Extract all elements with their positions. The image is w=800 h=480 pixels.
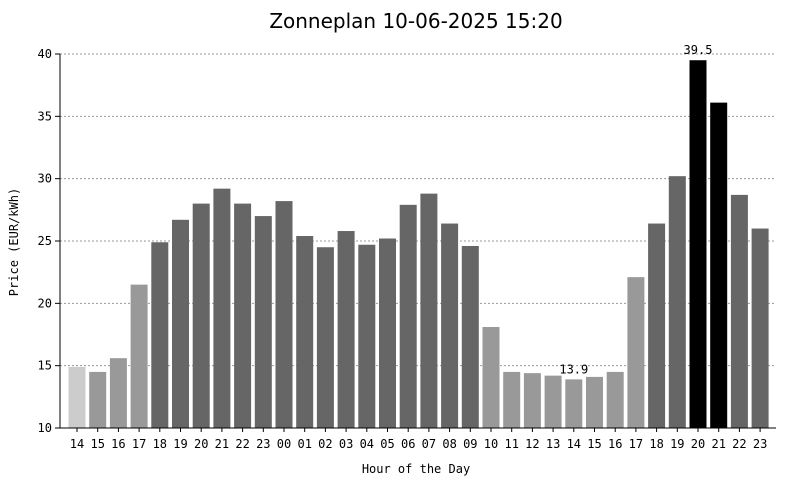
- x-tick-label: 12: [525, 437, 539, 451]
- bar: [213, 188, 231, 428]
- bar: [689, 60, 707, 428]
- bar: [503, 371, 521, 428]
- x-tick-label: 23: [753, 437, 767, 451]
- bar: [254, 216, 272, 428]
- y-tick-label: 40: [38, 47, 52, 61]
- bar: [316, 247, 334, 428]
- bar: [234, 203, 252, 428]
- bar: [441, 223, 459, 428]
- data-label: 13.9: [559, 362, 588, 376]
- bar: [544, 375, 562, 428]
- y-tick-labels: 10 15 20 25 30 35 40: [38, 47, 60, 435]
- x-tick-label: 21: [711, 437, 725, 451]
- x-tick-label: 03: [339, 437, 353, 451]
- x-tick-label: 05: [380, 437, 394, 451]
- chart-title: Zonneplan 10-06-2025 15:20: [269, 9, 562, 33]
- bar: [420, 193, 438, 428]
- bar: [668, 176, 686, 428]
- x-tick-label: 16: [608, 437, 622, 451]
- bar: [399, 204, 417, 428]
- x-tick-label: 17: [132, 437, 146, 451]
- bar: [296, 236, 314, 428]
- bar: [358, 244, 376, 428]
- x-tick-label: 16: [111, 437, 125, 451]
- x-tick-label: 13: [546, 437, 560, 451]
- bar: [109, 358, 127, 428]
- data-labels: 13.9 39.5: [559, 43, 712, 376]
- x-tick-labels: 14 15 16 17 18 19 20 21 22 23 00 01 02 03 04 05 06 07 08 09…: [70, 428, 767, 451]
- bar: [379, 238, 396, 428]
- x-tick-label: 20: [194, 437, 208, 451]
- data-label: 39.5: [684, 43, 713, 57]
- bar: [648, 223, 666, 428]
- x-tick-label: 20: [691, 437, 705, 451]
- x-tick-label: 17: [629, 437, 643, 451]
- bar: [482, 327, 500, 428]
- bar: [172, 219, 189, 428]
- x-tick-label: 19: [670, 437, 684, 451]
- bar: [89, 371, 107, 428]
- x-tick-label: 18: [153, 437, 167, 451]
- y-tick-label: 20: [38, 296, 52, 310]
- bar: [523, 373, 541, 428]
- x-tick-label: 22: [235, 437, 249, 451]
- bar: [627, 277, 645, 428]
- y-tick-label: 15: [38, 359, 52, 373]
- x-tick-label: 02: [318, 437, 332, 451]
- bar: [586, 376, 603, 428]
- bar: [606, 371, 624, 428]
- x-tick-label: 11: [504, 437, 518, 451]
- bar: [461, 245, 479, 428]
- x-tick-label: 01: [297, 437, 311, 451]
- bar: [751, 228, 769, 428]
- x-tick-label: 14: [567, 437, 581, 451]
- bar: [130, 284, 148, 428]
- y-axis-label: Price (EUR/kWh): [7, 188, 21, 296]
- x-tick-label: 08: [442, 437, 456, 451]
- x-tick-label: 19: [173, 437, 187, 451]
- bar: [730, 194, 748, 428]
- y-tick-label: 25: [38, 234, 52, 248]
- y-tick-label: 30: [38, 172, 52, 186]
- bar: [710, 102, 728, 429]
- bar: [565, 379, 583, 428]
- x-tick-label: 15: [90, 437, 104, 451]
- y-tick-label: 35: [38, 109, 52, 123]
- x-tick-label: 18: [649, 437, 663, 451]
- bar: [275, 201, 293, 428]
- bar: [192, 203, 210, 428]
- x-tick-label: 22: [732, 437, 746, 451]
- x-tick-label: 06: [401, 437, 415, 451]
- x-tick-label: 14: [70, 437, 84, 451]
- x-tick-label: 23: [256, 437, 270, 451]
- x-tick-label: 21: [215, 437, 229, 451]
- bar: [151, 242, 169, 428]
- bar: [337, 231, 355, 428]
- x-tick-label: 04: [360, 437, 374, 451]
- x-tick-label: 10: [484, 437, 498, 451]
- bars: [68, 60, 769, 429]
- bar: [68, 366, 86, 428]
- x-tick-label: 09: [463, 437, 477, 451]
- x-tick-label: 07: [422, 437, 436, 451]
- y-tick-label: 10: [38, 421, 52, 435]
- x-tick-label: 00: [277, 437, 291, 451]
- x-axis-label: Hour of the Day: [362, 462, 470, 476]
- x-tick-label: 15: [587, 437, 601, 451]
